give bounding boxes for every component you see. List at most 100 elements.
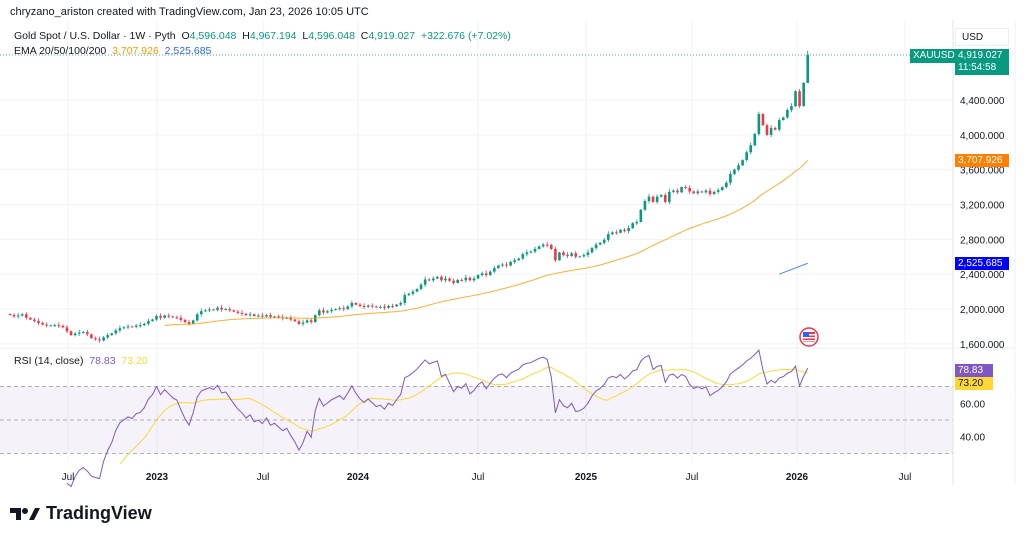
candle-body <box>256 315 260 317</box>
last-price: 4,919.027 <box>958 50 1003 61</box>
candle-body <box>73 333 77 336</box>
candle-body <box>749 145 753 153</box>
candle-body <box>708 190 712 195</box>
candle-body <box>509 262 512 266</box>
candle-body <box>204 310 207 312</box>
candle-body <box>240 312 244 314</box>
candle-body <box>537 246 541 249</box>
candle-body <box>692 191 696 194</box>
candle-body <box>195 314 199 321</box>
rsi-axis[interactable]: 60.00 40.00 <box>960 399 985 443</box>
candle-body <box>407 293 411 296</box>
rsi-line <box>66 349 809 488</box>
candle-body <box>777 120 781 130</box>
candle-body <box>745 152 748 161</box>
candle-body <box>318 310 321 316</box>
candle-body <box>309 320 313 323</box>
grid <box>0 20 953 462</box>
candle-body <box>635 221 639 224</box>
rsi-band <box>0 386 953 453</box>
candle-body <box>326 311 329 313</box>
rsi-ma-tag: 73.20 <box>955 377 993 390</box>
price-chart[interactable]: 4,400.000 4,000.000 3,600.000 3,200.000 2,80… <box>0 0 1024 500</box>
candle-body <box>322 310 325 313</box>
candle-body <box>521 254 525 259</box>
candle-body <box>444 278 447 281</box>
candle-body <box>733 169 736 175</box>
candle-body <box>493 268 496 272</box>
candle-body <box>525 252 529 255</box>
candle-body <box>415 289 419 292</box>
symbol-tag: XAUUSD <box>910 49 958 63</box>
candle-body <box>790 106 793 111</box>
candle-body <box>16 315 20 317</box>
candle-body <box>541 244 545 247</box>
candle-body <box>167 315 171 317</box>
change-value: +322.676 (+7.02%) <box>420 30 511 42</box>
tradingview-logo-icon <box>10 507 40 520</box>
us-flag-icon[interactable] <box>799 327 819 347</box>
candle-body <box>138 325 142 327</box>
candle-body <box>346 306 350 310</box>
candle-body <box>623 229 626 232</box>
candle-body <box>529 251 533 253</box>
candle-body <box>484 273 488 276</box>
candle-body <box>289 317 293 320</box>
candle-body <box>354 302 358 305</box>
candle-body <box>366 305 370 307</box>
candle-body <box>45 324 48 326</box>
chart-credit: chryzano_ariston created with TradingVie… <box>10 6 369 18</box>
candle-body <box>212 309 215 311</box>
candle-body <box>350 302 354 307</box>
candle-body <box>782 117 785 121</box>
candle-body <box>69 331 73 336</box>
candle-body <box>151 319 154 322</box>
candle-body <box>729 174 732 183</box>
candle-body <box>49 325 52 327</box>
candle-body <box>330 309 333 312</box>
candle-body <box>293 319 297 322</box>
candle-body <box>228 309 232 311</box>
candle-body <box>663 194 667 202</box>
candle-body <box>615 232 618 234</box>
candle-body <box>472 278 476 281</box>
price-tick-label: 3,600.000 <box>960 166 1005 177</box>
candle-body <box>765 125 769 135</box>
candle-body <box>179 317 183 320</box>
candle-body <box>305 320 309 323</box>
candle-body <box>480 273 484 276</box>
rsi-legend[interactable]: RSI (14, close) 78.83 73.20 <box>14 355 148 367</box>
price-axis[interactable]: 4,400.000 4,000.000 3,600.000 3,200.000 2,80… <box>960 96 1005 351</box>
ema-legend[interactable]: EMA 20/50/100/200 3,707.926 2,525.685 <box>14 45 211 57</box>
time-tick-label: Jul <box>62 472 75 483</box>
candle-body <box>533 248 537 252</box>
candle-body <box>224 309 228 311</box>
candle-body <box>391 305 394 307</box>
currency-label[interactable]: USD <box>955 28 1009 46</box>
candle-body <box>383 306 386 308</box>
rsi-tick-label: 60.00 <box>960 399 985 410</box>
candle-body <box>411 291 415 294</box>
candle-body <box>370 305 374 307</box>
candle-body <box>134 325 138 327</box>
price-tick-label: 2,800.000 <box>960 235 1005 246</box>
candle-body <box>232 310 236 312</box>
price-tick-label: 4,400.000 <box>960 96 1005 107</box>
price-tick-label: 2,400.000 <box>960 270 1005 281</box>
candle-body <box>497 265 500 269</box>
candle-body <box>252 314 256 317</box>
time-axis[interactable]: Jul 2023 Jul 2024 Jul 2025 Jul 2026 Jul <box>62 472 912 483</box>
candle-body <box>501 264 504 266</box>
symbol-title[interactable]: Gold Spot / U.S. Dollar · 1W · Pyth <box>14 30 176 42</box>
candle-body <box>183 319 187 323</box>
tradingview-logo[interactable]: TradingView <box>10 503 152 524</box>
candle-body <box>611 232 614 235</box>
candle-body <box>362 305 366 307</box>
candle-body <box>130 326 134 328</box>
candle-body <box>122 327 126 329</box>
candle-body <box>90 334 93 339</box>
candle-body <box>773 127 777 130</box>
candle-body <box>342 308 346 310</box>
candle-body <box>33 319 36 322</box>
candle-body <box>431 278 435 281</box>
